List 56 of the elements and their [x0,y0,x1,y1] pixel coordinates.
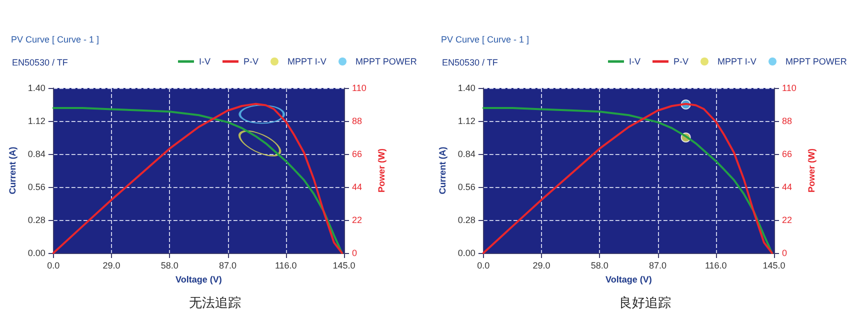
x-tick-label: 116.0 [274,260,297,270]
legend-label: MPPT I-V [287,56,326,66]
legend-label: MPPT I-V [717,56,756,66]
y2-tick-label: 66 [782,149,792,159]
y2-axis-title: Power (W) [806,148,817,192]
y2-tick-label: 88 [352,116,362,126]
y2-axis-title: Power (W) [376,148,387,192]
x-tick-label: 0.0 [477,260,490,270]
y2-tick-label: 44 [352,182,362,192]
y-tick-label: 1.12 [28,116,46,126]
y-tick-label: 0.56 [458,182,476,192]
legend-label: P-V [673,56,689,66]
y-tick-label: 0.56 [28,182,46,192]
y2-tick-label: 110 [352,83,366,93]
y2-tick-label: 22 [352,215,362,225]
x-tick-label: 29.0 [102,260,120,270]
y-tick-label: 0.28 [28,215,46,225]
y2-tick-label: 0 [352,248,358,258]
x-tick-label: 116.0 [704,260,727,270]
x-axis-title: Voltage (V) [606,274,652,284]
legend-label: P-V [243,56,259,66]
y-tick-label: 0.84 [458,149,476,159]
x-tick-label: 145.0 [332,260,356,270]
y2-tick-label: 110 [782,83,796,93]
y-tick-label: 1.40 [458,83,476,93]
y-axis-title: Current (A) [438,146,448,194]
x-tick-label: 58.0 [160,260,178,270]
text: 无法追踪 [189,295,241,310]
y2-tick-label: 0 [782,248,788,258]
y2-tick-label: 22 [782,215,792,225]
text: 良好追踪 [619,295,671,310]
legend-label: MPPT POWER [356,56,418,66]
y-tick-label: 0.00 [28,248,46,258]
y2-tick-label: 44 [782,182,792,192]
y-tick-label: 1.40 [28,83,46,93]
chart-title: PV Curve [ Curve - 1 ] [11,34,100,44]
chart-subtitle: EN50530 / TF [442,58,498,68]
chart-title: PV Curve [ Curve - 1 ] [441,34,530,44]
x-tick-label: 0.0 [47,260,60,270]
x-tick-label: 87.0 [219,260,237,270]
legend-label: I-V [628,56,641,66]
y2-tick-label: 88 [782,116,792,126]
y-tick-label: 0.00 [458,248,476,258]
legend-label: I-V [198,56,211,66]
x-tick-label: 29.0 [532,260,550,270]
y-tick-label: 0.84 [28,149,46,159]
x-axis-title: Voltage (V) [176,274,222,284]
y-axis-title: Current (A) [8,146,18,194]
y2-tick-label: 66 [352,149,362,159]
legend-label: MPPT POWER [786,56,848,66]
y-tick-label: 1.12 [458,116,476,126]
x-tick-label: 58.0 [590,260,608,270]
x-tick-label: 87.0 [649,260,667,270]
x-tick-label: 145.0 [762,260,786,270]
y-tick-label: 0.28 [458,215,476,225]
chart-subtitle: EN50530 / TF [12,58,68,68]
